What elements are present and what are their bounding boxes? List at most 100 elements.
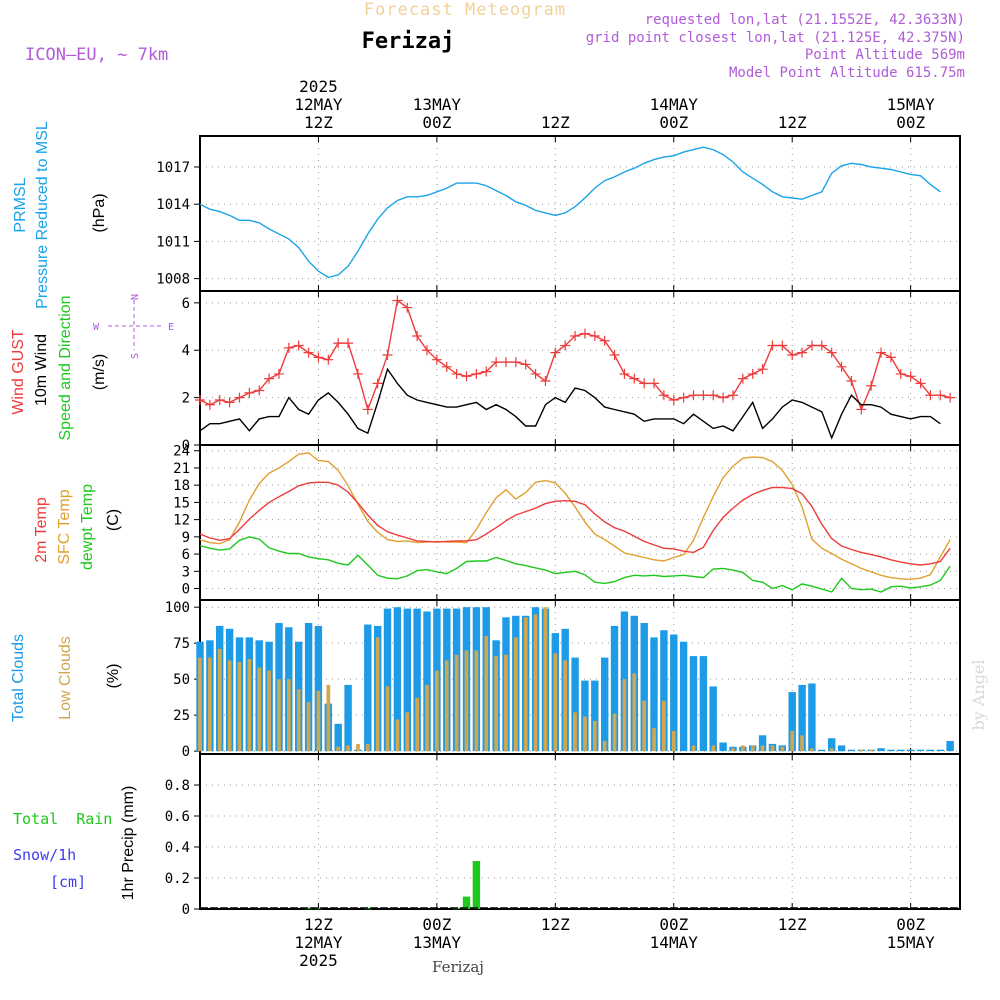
total-cloud-bar: [581, 680, 589, 752]
low-cloud-bar: [523, 617, 528, 752]
low-cloud-bar: [287, 679, 291, 752]
total-cloud-bar: [364, 624, 372, 752]
y-tick-label: 6: [182, 296, 190, 312]
total-cloud-bar: [393, 607, 402, 752]
precip-unit-label: 1hr Precip (mm): [120, 786, 137, 901]
gust-marker: [836, 361, 847, 372]
y-tick-label: 21: [173, 461, 190, 477]
gust-marker: [727, 390, 738, 401]
low-cloud-bar: [750, 745, 755, 752]
y-tick-label: 100: [165, 600, 190, 616]
low-clouds-label: Low Clouds: [57, 636, 74, 720]
low-cloud-bar: [237, 661, 242, 752]
gust-line: [199, 299, 951, 412]
low-cloud-bar: [375, 637, 380, 752]
low-cloud-bar: [691, 745, 696, 752]
snow-label: Snow/1h: [13, 846, 76, 864]
gust-marker: [876, 347, 887, 358]
low-cloud-bar: [435, 670, 439, 752]
gust-marker: [530, 368, 541, 379]
rain-bar: [462, 896, 471, 909]
bottom-time-label: 13MAY: [413, 933, 462, 952]
gust-marker: [481, 366, 492, 377]
low-cloud-bar: [593, 720, 597, 752]
gust-marker: [570, 331, 581, 342]
total-cloud-bar: [936, 749, 944, 752]
rain-bar: [472, 861, 481, 909]
gust-marker: [293, 340, 304, 351]
low-cloud-bar: [257, 667, 262, 752]
pressure-panel: 1008 1011 1014 1017: [156, 135, 961, 292]
top-time-label: 00Z: [659, 113, 688, 132]
gust-marker: [609, 349, 620, 360]
gust-marker: [510, 357, 521, 368]
low-cloud-bar: [198, 657, 202, 752]
low-cloud-bar: [356, 743, 360, 752]
gust-marker: [343, 338, 354, 349]
gust-marker: [412, 331, 423, 342]
low-cloud-bar: [405, 712, 410, 752]
low-cloud-bar: [642, 700, 646, 752]
total-cloud-bar: [877, 748, 885, 752]
total-cloud-bar: [916, 749, 925, 752]
low-cloud-bar: [770, 745, 775, 752]
dewpt-temp-label: dewpt Temp: [79, 484, 96, 570]
bottom-time-label: 12Z: [778, 915, 807, 934]
low-cloud-bar: [494, 656, 498, 752]
low-cloud-bar: [326, 684, 331, 752]
gust-marker: [422, 345, 433, 356]
low-cloud-bar: [336, 746, 340, 752]
gust-marker: [313, 352, 324, 363]
low-cloud-bar: [208, 657, 212, 752]
total-cloud-bar: [679, 641, 688, 752]
gust-marker: [550, 347, 561, 358]
y-tick-label: 0: [182, 582, 190, 598]
pressure-unit-label: (hPa): [91, 193, 108, 232]
top-time-label: 00Z: [896, 113, 925, 132]
low-cloud-bar: [454, 654, 459, 752]
top-time-label: 12Z: [541, 113, 570, 132]
gust-marker: [737, 373, 748, 384]
gust-marker: [688, 390, 699, 401]
y-tick-label: 25: [173, 708, 190, 724]
low-cloud-bar: [306, 702, 311, 752]
compass-icon: W E N S: [93, 294, 174, 359]
total-cloud-bar: [403, 608, 411, 752]
precip-panel: 0 0.2 0.4 0.6 0.8: [165, 753, 961, 918]
low-cloud-bar: [247, 659, 252, 752]
gust-marker: [915, 378, 926, 389]
gust-marker: [925, 390, 936, 401]
gust-marker: [629, 373, 640, 384]
low-cloud-bar: [296, 689, 301, 752]
panel-frame: [199, 135, 961, 292]
low-cloud-bar: [622, 679, 627, 752]
gust-marker: [195, 394, 205, 405]
gust-marker: [254, 385, 265, 396]
gust-marker: [323, 354, 334, 365]
gust-marker: [204, 399, 215, 410]
watermark: by Angel: [969, 659, 988, 730]
gust-marker: [806, 340, 817, 351]
bottom-time-label: 12Z: [304, 915, 333, 934]
total-cloud-bar: [897, 749, 905, 752]
y-tick-label: 0.6: [165, 809, 190, 825]
gust-marker: [471, 368, 482, 379]
total-cloud-bar: [758, 735, 767, 752]
y-tick-label: 1014: [156, 197, 190, 213]
temp2m-label: 2m Temp: [33, 497, 50, 563]
gust-marker: [372, 378, 383, 389]
low-cloud-bar: [671, 731, 676, 752]
rain-bar: [304, 908, 313, 910]
pressure-desc-label: Pressure Reduced to MSL: [34, 121, 51, 309]
y-tick-label: 50: [173, 672, 190, 688]
low-cloud-bar: [415, 697, 419, 752]
low-cloud-bar: [514, 637, 518, 752]
low-cloud-bar: [790, 731, 795, 752]
bottom-time-label: 00Z: [659, 915, 688, 934]
gust-marker: [589, 331, 600, 342]
gust-marker: [579, 328, 590, 339]
y-tick-label: 18: [173, 478, 190, 494]
gust-marker: [540, 376, 551, 387]
total-cloud-bar: [413, 608, 421, 752]
total-cloud-bar: [640, 623, 648, 752]
